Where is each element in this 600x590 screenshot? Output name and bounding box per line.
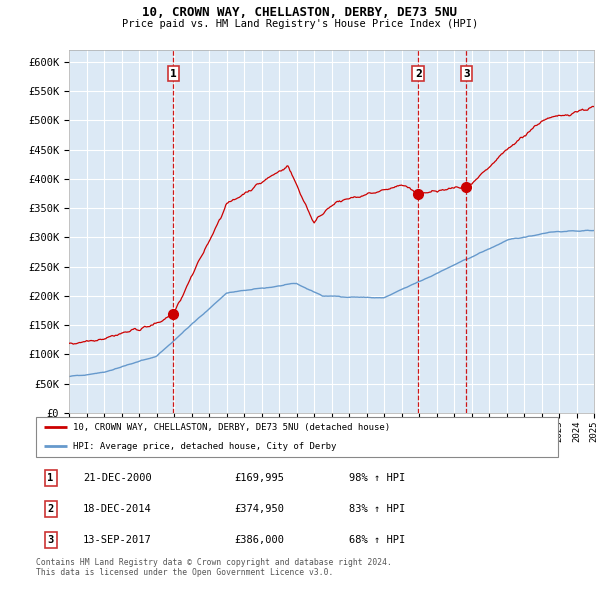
Text: 2: 2 bbox=[47, 504, 54, 514]
Text: Contains HM Land Registry data © Crown copyright and database right 2024.
This d: Contains HM Land Registry data © Crown c… bbox=[36, 558, 392, 577]
Text: 10, CROWN WAY, CHELLASTON, DERBY, DE73 5NU (detached house): 10, CROWN WAY, CHELLASTON, DERBY, DE73 5… bbox=[73, 422, 389, 432]
Text: 18-DEC-2014: 18-DEC-2014 bbox=[83, 504, 152, 514]
Text: 10, CROWN WAY, CHELLASTON, DERBY, DE73 5NU: 10, CROWN WAY, CHELLASTON, DERBY, DE73 5… bbox=[143, 6, 458, 19]
Text: Price paid vs. HM Land Registry's House Price Index (HPI): Price paid vs. HM Land Registry's House … bbox=[122, 19, 478, 29]
Text: 68% ↑ HPI: 68% ↑ HPI bbox=[349, 535, 406, 545]
Text: £386,000: £386,000 bbox=[235, 535, 284, 545]
FancyBboxPatch shape bbox=[36, 417, 558, 457]
Text: 3: 3 bbox=[463, 69, 470, 78]
Text: HPI: Average price, detached house, City of Derby: HPI: Average price, detached house, City… bbox=[73, 441, 336, 451]
Text: 13-SEP-2017: 13-SEP-2017 bbox=[83, 535, 152, 545]
Text: £169,995: £169,995 bbox=[235, 473, 284, 483]
Text: 83% ↑ HPI: 83% ↑ HPI bbox=[349, 504, 406, 514]
Text: 2: 2 bbox=[415, 69, 422, 78]
Text: 98% ↑ HPI: 98% ↑ HPI bbox=[349, 473, 406, 483]
Text: 1: 1 bbox=[170, 69, 177, 78]
Text: 3: 3 bbox=[47, 535, 54, 545]
Text: £374,950: £374,950 bbox=[235, 504, 284, 514]
Text: 21-DEC-2000: 21-DEC-2000 bbox=[83, 473, 152, 483]
Text: 1: 1 bbox=[47, 473, 54, 483]
